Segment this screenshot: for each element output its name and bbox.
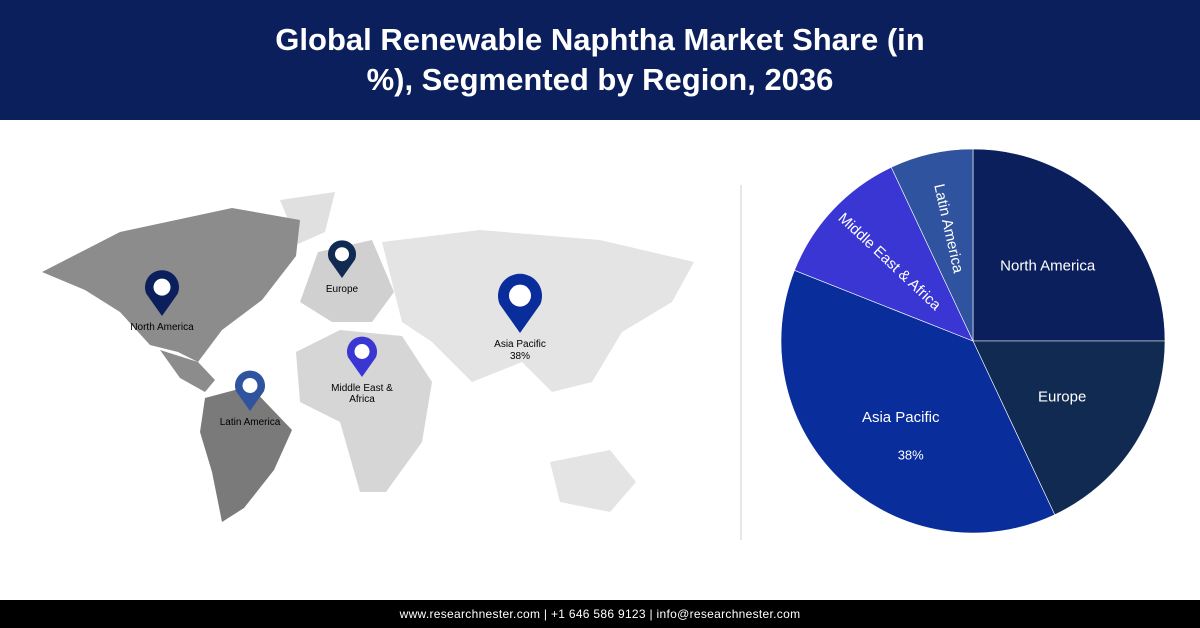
map-label: Middle East & Africa: [331, 383, 393, 405]
map-label: North America: [130, 322, 194, 333]
continent: [160, 350, 215, 392]
pie-slice: [972, 148, 1166, 342]
pie-slice: [780, 269, 1056, 534]
continent: [200, 386, 292, 522]
map-label: Asia Pacific: [494, 339, 546, 350]
map-pin-dot: [153, 278, 171, 296]
map-pin-dot: [354, 344, 370, 359]
map-pins: [144, 240, 542, 411]
map-value-label: 38%: [509, 351, 530, 362]
pie-slice: [972, 340, 1166, 516]
slice-label: Europe: [1038, 389, 1086, 406]
header: Global Renewable Naphtha Market Share (i…: [0, 0, 1200, 120]
continent: [300, 240, 394, 322]
map-pin-dot: [509, 284, 531, 307]
slice-label: North America: [1000, 257, 1096, 274]
map-label: Latin America: [219, 417, 281, 428]
chart-title: Global Renewable Naphtha Market Share (i…: [275, 22, 925, 97]
map-label: Europe: [325, 284, 359, 295]
pie-slice: [890, 148, 974, 342]
continent: [550, 450, 636, 512]
map-pin-dot: [335, 247, 349, 262]
slice-label: Asia Pacific: [862, 409, 940, 426]
map-pin-dot: [242, 378, 258, 393]
continent: [382, 230, 694, 392]
continent: [296, 330, 432, 492]
pie-slice: [794, 166, 974, 342]
world-map: [42, 192, 694, 522]
value-label: 38%: [898, 447, 924, 462]
footer: www.researchnester.com | +1 646 586 9123…: [0, 600, 1200, 628]
